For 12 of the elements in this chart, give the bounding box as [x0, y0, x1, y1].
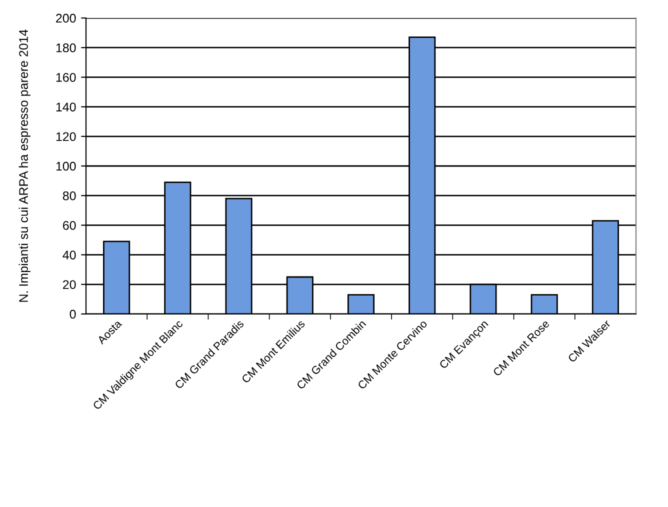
y-tick-label: 0 — [70, 310, 76, 319]
y-tick-label: 160 — [56, 73, 76, 82]
y-tick-label: 180 — [56, 43, 76, 52]
y-tick-label: 20 — [63, 280, 76, 290]
y-tick-label: 60 — [63, 221, 76, 230]
y-tick-label: 140 — [56, 102, 76, 112]
y-tick-label: 100 — [56, 162, 76, 171]
y-tick-label: 120 — [56, 132, 76, 142]
y-axis-title: N. Impianti su cui ARPA ha espresso parere 2014 — [18, 30, 30, 302]
y-tick-label: 200 — [56, 14, 76, 23]
y-tick-label: 40 — [62, 250, 76, 260]
y-tick-label: 80 — [62, 191, 76, 200]
